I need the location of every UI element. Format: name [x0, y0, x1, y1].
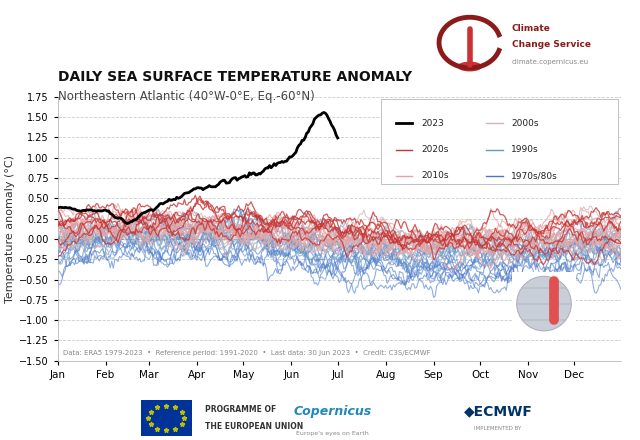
Text: DAILY SEA SURFACE TEMPERATURE ANOMALY: DAILY SEA SURFACE TEMPERATURE ANOMALY: [58, 70, 412, 84]
Circle shape: [517, 276, 572, 331]
Text: 2023: 2023: [421, 119, 444, 128]
Text: 2010s: 2010s: [421, 172, 449, 180]
Circle shape: [458, 62, 481, 71]
Text: Data: ERA5 1979-2023  •  Reference period: 1991-2020  •  Last data: 30 Jun 2023 : Data: ERA5 1979-2023 • Reference period:…: [63, 349, 431, 356]
Text: Northeastern Atlantic (40°W-0°E, Eq.-60°N): Northeastern Atlantic (40°W-0°E, Eq.-60°…: [58, 90, 314, 103]
FancyBboxPatch shape: [381, 99, 618, 184]
Text: 2020s: 2020s: [421, 145, 448, 154]
Text: 1990s: 1990s: [511, 145, 539, 154]
Text: climate.copernicus.eu: climate.copernicus.eu: [512, 59, 589, 66]
Text: ◆ECMWF: ◆ECMWF: [464, 404, 533, 418]
Text: THE EUROPEAN UNION: THE EUROPEAN UNION: [205, 422, 303, 431]
Text: 2000s: 2000s: [511, 119, 538, 128]
Text: 1970s/80s: 1970s/80s: [511, 172, 557, 180]
Text: Europe's eyes on Earth: Europe's eyes on Earth: [296, 431, 369, 436]
Text: Climate: Climate: [512, 24, 551, 33]
Text: IMPLEMENTED BY: IMPLEMENTED BY: [474, 426, 521, 431]
Text: Change Service: Change Service: [512, 40, 591, 49]
Text: PROGRAMME OF: PROGRAMME OF: [205, 405, 276, 414]
Y-axis label: Temperature anomaly (°C): Temperature anomaly (°C): [4, 155, 15, 303]
Text: Copernicus: Copernicus: [294, 405, 372, 418]
